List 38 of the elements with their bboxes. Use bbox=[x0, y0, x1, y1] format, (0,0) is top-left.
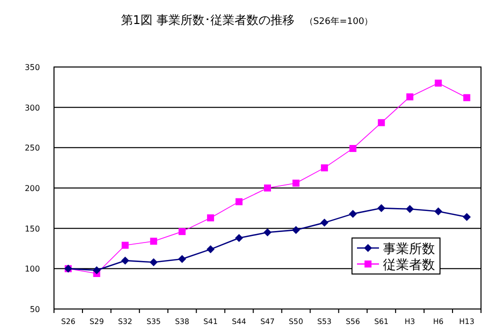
point bbox=[320, 218, 328, 227]
y-tick-label: 150 bbox=[24, 224, 40, 234]
subtitle: （S26年=100） bbox=[304, 17, 374, 27]
point bbox=[150, 238, 158, 245]
point bbox=[92, 266, 101, 274]
point bbox=[121, 256, 130, 265]
point bbox=[178, 228, 186, 236]
point bbox=[178, 254, 186, 263]
point bbox=[434, 80, 442, 87]
legend-label: 事業所数 bbox=[383, 242, 435, 257]
point bbox=[406, 93, 414, 100]
point bbox=[264, 184, 271, 192]
point bbox=[292, 226, 300, 234]
title: 第1図 事業所数･従業者数の推移 bbox=[120, 13, 294, 27]
point bbox=[122, 242, 129, 249]
point bbox=[463, 94, 470, 102]
point bbox=[320, 164, 328, 172]
point bbox=[236, 198, 243, 206]
point bbox=[206, 245, 215, 254]
y-tick-label: 50 bbox=[30, 305, 40, 314]
point bbox=[378, 119, 385, 126]
point bbox=[292, 180, 300, 187]
y-tick-label: 100 bbox=[24, 264, 40, 274]
point bbox=[264, 228, 272, 236]
point bbox=[348, 210, 357, 218]
point bbox=[406, 204, 414, 213]
y-tick-label: 200 bbox=[24, 184, 40, 193]
point bbox=[462, 213, 471, 222]
point bbox=[207, 214, 214, 222]
point bbox=[377, 204, 386, 212]
y-tick-label: 350 bbox=[24, 63, 40, 72]
point bbox=[434, 207, 442, 216]
point bbox=[235, 234, 244, 242]
point bbox=[349, 144, 356, 152]
y-tick-label: 300 bbox=[24, 103, 40, 112]
point bbox=[150, 258, 158, 266]
legend-label: 従業者数 bbox=[383, 258, 435, 273]
y-tick-label: 250 bbox=[24, 144, 40, 153]
